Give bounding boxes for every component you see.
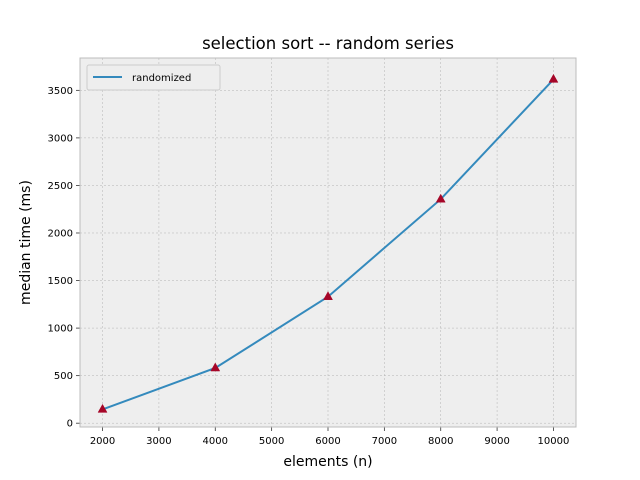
legend: randomized xyxy=(86,64,221,91)
y-tick-label: 2000 xyxy=(48,228,73,239)
y-tick-label: 500 xyxy=(54,371,73,382)
x-tick-label: 7000 xyxy=(372,436,397,447)
y-axis-label: median time (ms) xyxy=(18,180,34,305)
legend-label-randomized: randomized xyxy=(132,73,191,84)
data-point-marker xyxy=(435,193,446,203)
legend-box xyxy=(86,64,221,91)
x-tick-label: 9000 xyxy=(484,436,509,447)
data-point-marker xyxy=(323,291,333,300)
y-tick-label: 0 xyxy=(67,419,73,430)
y-tick-label: 1500 xyxy=(48,276,73,287)
plot-frame xyxy=(79,57,577,428)
x-axis-ticks: 2000 3000 4000 5000 6000 7000 8000 9000 10000 xyxy=(90,427,570,447)
x-tick-label: 10000 xyxy=(538,436,570,447)
x-tick-label: 3000 xyxy=(146,436,171,447)
y-tick-label: 2500 xyxy=(48,181,73,192)
x-axis-label: elements (n) xyxy=(283,454,372,470)
x-tick-label: 8000 xyxy=(428,436,453,447)
series-group xyxy=(97,73,559,413)
grid-lines xyxy=(80,58,576,427)
y-tick-label: 1000 xyxy=(48,324,73,335)
x-tick-label: 5000 xyxy=(259,436,284,447)
x-tick-label: 2000 xyxy=(90,436,115,447)
data-point-marker xyxy=(548,73,559,83)
chart-title: selection sort -- random series xyxy=(202,34,454,53)
y-axis-ticks: 0 500 1000 1500 2000 2500 3000 3500 xyxy=(48,86,80,430)
x-tick-label: 6000 xyxy=(315,436,340,447)
data-point-marker xyxy=(97,403,108,413)
x-tick-label: 4000 xyxy=(203,436,228,447)
data-point-marker xyxy=(210,362,221,372)
y-tick-label: 3000 xyxy=(48,133,73,144)
y-tick-label: 3500 xyxy=(48,86,73,97)
